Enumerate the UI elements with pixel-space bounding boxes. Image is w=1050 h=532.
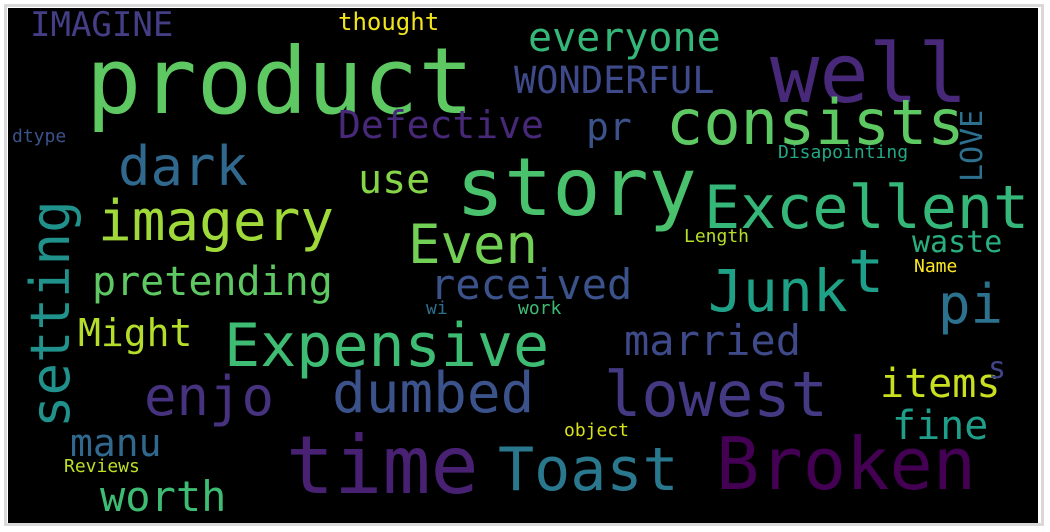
word-excellent: Excellent <box>704 173 1030 243</box>
word-wi: wi <box>426 298 448 319</box>
word-pi: pi <box>938 273 1004 336</box>
word-everyone: everyone <box>528 15 721 61</box>
word-reviews: Reviews <box>64 456 140 477</box>
word-even: Even <box>408 213 539 276</box>
word-manu: manu <box>70 421 162 465</box>
word-received: received <box>430 260 633 309</box>
word-object: object <box>564 420 630 441</box>
word-setting: setting <box>19 200 82 428</box>
word-consists: consists <box>666 86 965 159</box>
word-waste: waste <box>912 225 1003 260</box>
word-cloud: product story well Broken time consists … <box>8 8 1038 523</box>
word-defective: Defective <box>338 103 544 147</box>
word-disapointing: Disapointing <box>778 142 909 163</box>
word-dtype: dtype <box>12 126 67 147</box>
word-use: use <box>358 157 431 203</box>
word-married: married <box>624 316 802 365</box>
word-might: Might <box>78 311 193 355</box>
word-well: well <box>770 27 968 122</box>
word-thought: thought <box>338 8 440 36</box>
word-enjo: enjo <box>144 365 275 428</box>
word-lowest: lowest <box>604 358 828 431</box>
word-pretending: pretending <box>92 259 333 305</box>
word-story: story <box>456 141 697 234</box>
word-imagery: imagery <box>98 189 335 254</box>
word-dumbed: dumbed <box>332 361 535 426</box>
word-expensive: Expensive <box>224 311 550 381</box>
word-junk: Junk <box>708 257 848 325</box>
word-worth: worth <box>100 472 227 521</box>
word-toast: Toast <box>498 435 679 505</box>
word-love: LOVE <box>955 109 990 182</box>
word-s: s <box>988 351 1007 386</box>
word-t: t <box>848 237 885 307</box>
word-pr: pr <box>586 105 632 149</box>
word-imagine: IMAGINE <box>30 8 174 45</box>
word-fine: fine <box>892 403 989 449</box>
word-work: work <box>518 298 562 319</box>
word-name: Name <box>914 256 958 277</box>
word-time: time <box>286 419 479 512</box>
word-wonderful: WONDERFUL <box>514 59 715 102</box>
word-dark: dark <box>118 135 249 198</box>
word-broken: Broken <box>716 422 977 506</box>
word-product: product <box>86 28 474 135</box>
word-items: items <box>880 361 1001 407</box>
word-length: Length <box>684 226 750 247</box>
